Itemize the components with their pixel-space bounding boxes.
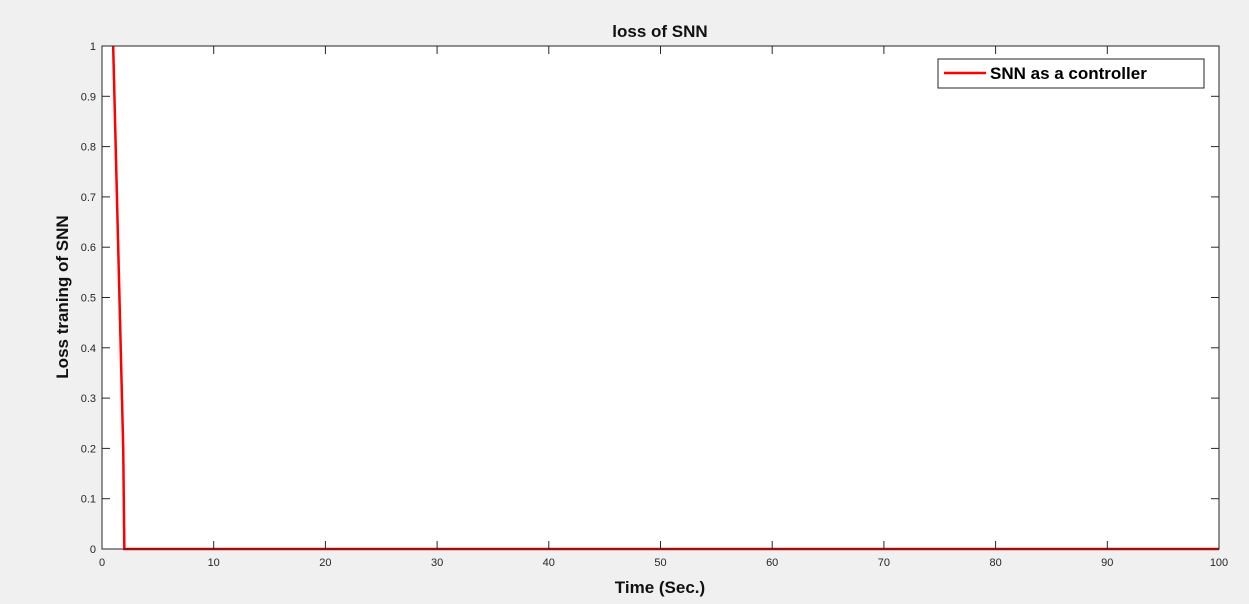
y-tick-label-7: 0.7: [81, 192, 96, 204]
x-tick-label-2: 20: [319, 557, 331, 569]
axes-background: [102, 46, 1219, 549]
y-tick-label-4: 0.4: [81, 343, 96, 355]
x-tick-label-5: 50: [654, 557, 666, 569]
x-tick-label-3: 30: [431, 557, 443, 569]
x-tick-label-6: 60: [766, 557, 778, 569]
y-tick-label-9: 0.9: [81, 91, 96, 103]
x-tick-label-8: 80: [989, 557, 1001, 569]
y-tick-label-5: 0.5: [81, 293, 96, 305]
y-tick-label-3: 0.3: [81, 393, 96, 405]
chart-title: loss of SNN: [612, 22, 707, 41]
y-tick-label-0: 0: [90, 544, 96, 556]
x-tick-label-4: 40: [543, 557, 555, 569]
x-tick-label-9: 90: [1101, 557, 1113, 569]
y-tick-label-10: 1: [90, 41, 96, 53]
x-ticks: 0 10 20 30 40 50 60 70 80 90 100: [99, 46, 1228, 569]
legend-label-snn: SNN as a controller: [990, 64, 1147, 83]
x-tick-label-0: 0: [99, 557, 105, 569]
x-axis-title: Time (Sec.): [615, 578, 705, 597]
x-tick-label-10: 100: [1210, 557, 1228, 569]
y-tick-label-2: 0.2: [81, 443, 96, 455]
y-tick-label-8: 0.8: [81, 142, 96, 154]
legend[interactable]: SNN as a controller: [937, 58, 1205, 89]
y-ticks: 0 0.1 0.2 0.3 0.4 0.5 0.6 0.7 0.8 0.9 1: [81, 41, 1219, 556]
x-tick-label-7: 70: [878, 557, 890, 569]
x-tick-label-1: 10: [208, 557, 220, 569]
y-tick-label-6: 0.6: [81, 242, 96, 254]
y-axis-title: Loss traning of SNN: [53, 215, 72, 378]
y-tick-label-1: 0.1: [81, 494, 96, 506]
